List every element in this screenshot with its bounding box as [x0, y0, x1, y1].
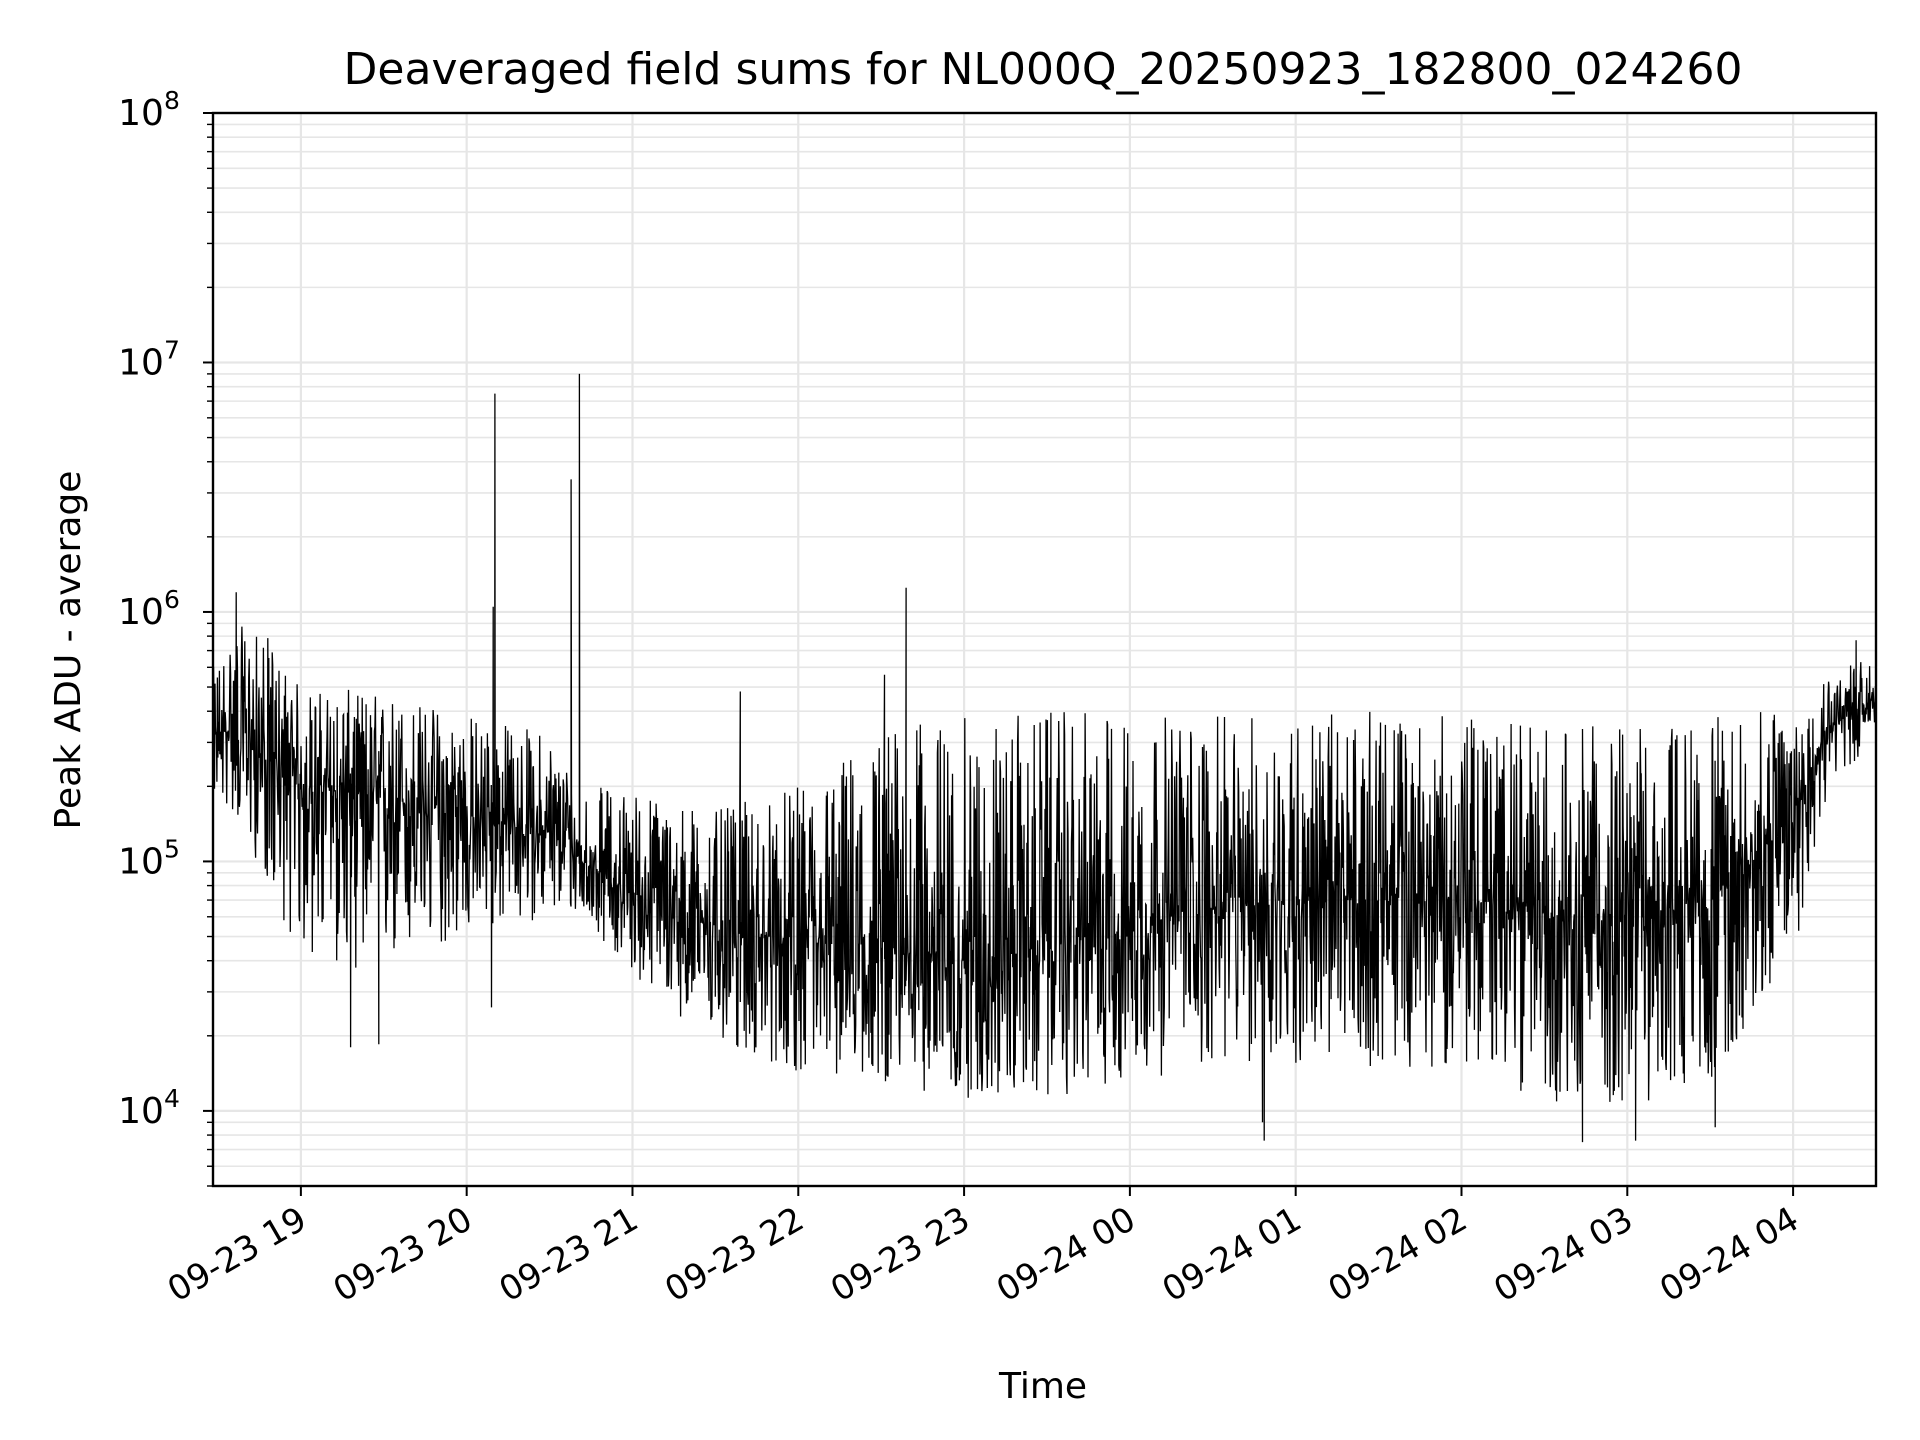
y-tick-label: 105 [118, 834, 180, 882]
chart-title: Deaveraged field sums for NL000Q_2025092… [344, 44, 1743, 95]
data-series-line [212, 373, 1877, 1143]
y-tick-label: 108 [118, 86, 180, 134]
y-axis-label: Peak ADU - average [48, 471, 89, 830]
plot-area [212, 373, 1877, 1143]
y-axis: 104 105 106 107 108 [118, 86, 213, 1187]
x-axis-label: Time [998, 1366, 1087, 1407]
y-tick-label: 106 [118, 585, 180, 633]
y-tick-label: 104 [118, 1084, 180, 1132]
axes-frame [211, 111, 1878, 1188]
y-tick-label: 107 [118, 335, 180, 383]
